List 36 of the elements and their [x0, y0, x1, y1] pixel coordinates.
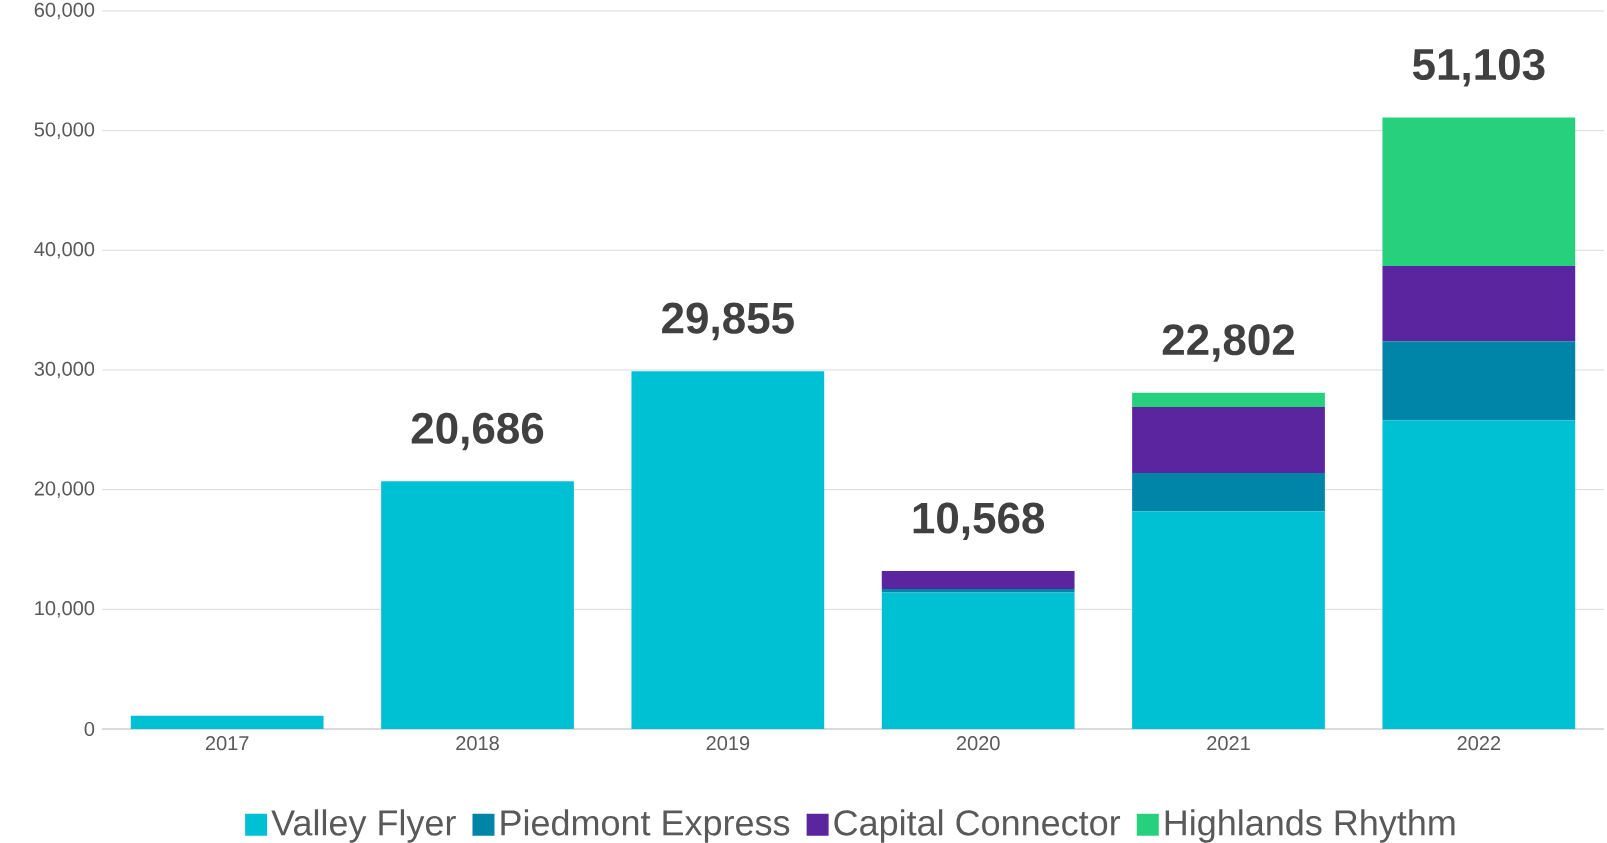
y-tick-label: 60,000: [34, 2, 95, 20]
bar: [1382, 117, 1576, 266]
bar: [1132, 392, 1325, 408]
bar: [1132, 511, 1325, 729]
legend-label: Highlands Rhythm: [1165, 809, 1455, 843]
bar: [1382, 420, 1576, 729]
bar: [381, 481, 574, 729]
y-tick-label: 0: [84, 721, 95, 737]
y-tick-label: 20,000: [34, 481, 95, 498]
bar: [1132, 407, 1325, 473]
annotation: 22,802: [1162, 324, 1295, 362]
annotation: 10,568: [913, 502, 1045, 540]
legend-label: Capital Connector: [834, 809, 1121, 843]
bar: [1382, 341, 1576, 421]
annotation: 20,686: [411, 412, 544, 451]
bar: [881, 588, 1075, 593]
x-tick-label: 2021: [1207, 736, 1250, 751]
legend-label: Piedmont Express: [501, 809, 790, 843]
y-tick-label: 30,000: [34, 361, 95, 379]
bar: [130, 715, 324, 729]
x-tick-label: 2022: [1457, 736, 1501, 751]
x-tick-label: 2018: [456, 736, 499, 751]
annotation: 51,103: [1412, 48, 1545, 87]
annotation: 29,855: [662, 302, 794, 341]
x-tick-label: 2017: [205, 736, 249, 751]
bar: [1132, 472, 1325, 512]
y-tick-label: 50,000: [34, 122, 95, 139]
legend-label: Valley Flyer: [271, 809, 456, 843]
y-tick-label: 10,000: [35, 601, 95, 618]
bar: [1382, 265, 1576, 342]
x-tick-label: 2020: [956, 736, 1000, 751]
bar: [881, 592, 1075, 729]
bar: [881, 571, 1075, 589]
x-tick-label: 2019: [706, 736, 750, 751]
bar: [631, 371, 825, 729]
y-tick-label: 40,000: [34, 242, 95, 259]
